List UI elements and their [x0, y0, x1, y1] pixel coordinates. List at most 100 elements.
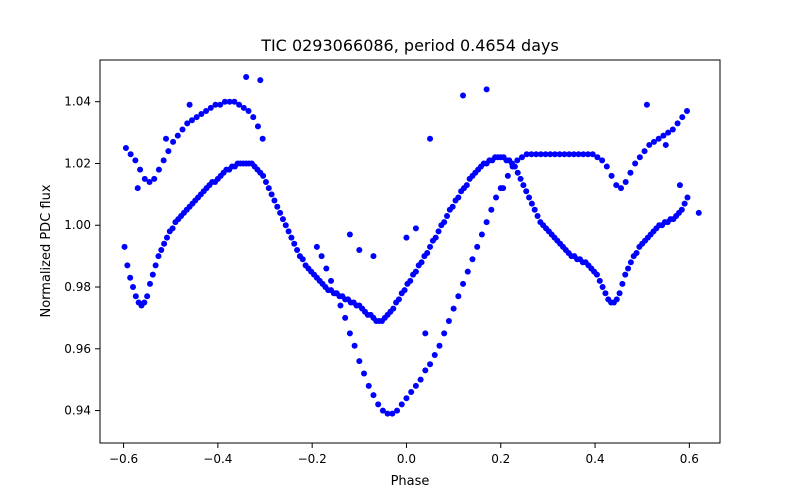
x-tick-label: 0.6 — [680, 452, 699, 466]
data-point-0-168 — [596, 277, 603, 284]
data-point-1-61 — [646, 141, 653, 148]
data-point-1-58 — [632, 160, 639, 167]
data-point-1-39 — [542, 151, 549, 158]
data-point-3-10 — [403, 234, 410, 241]
data-point-2-10 — [361, 370, 368, 377]
x-tick-label: 0.0 — [397, 452, 416, 466]
data-point-1-20 — [217, 101, 224, 108]
data-point-1-2 — [132, 157, 139, 164]
data-point-0-176 — [619, 280, 626, 287]
data-point-0-8 — [144, 293, 151, 300]
data-point-0-59 — [288, 234, 295, 241]
data-point-0-113 — [441, 219, 448, 226]
data-point-3-5 — [643, 101, 650, 108]
data-point-0-170 — [602, 290, 609, 297]
data-point-3-15 — [134, 185, 141, 192]
data-point-1-6 — [151, 175, 158, 182]
data-point-1-11 — [174, 132, 181, 139]
data-point-1-15 — [193, 114, 200, 121]
data-point-3-11 — [412, 225, 419, 232]
data-point-2-6 — [342, 314, 349, 321]
data-point-0-111 — [435, 228, 442, 235]
x-axis-label: Phase — [391, 474, 430, 489]
data-point-0-58 — [285, 228, 292, 235]
data-point-0-56 — [279, 216, 286, 223]
data-point-0-7 — [141, 299, 148, 306]
data-point-2-7 — [346, 330, 353, 337]
data-point-0-140 — [517, 175, 524, 182]
data-point-0-199 — [684, 194, 691, 201]
data-point-1-52 — [603, 163, 610, 170]
data-point-1-45 — [570, 151, 577, 158]
data-point-1-53 — [608, 172, 615, 179]
data-point-2-13 — [375, 401, 382, 408]
data-point-0-55 — [277, 209, 284, 216]
data-point-2-23 — [422, 367, 429, 374]
x-tick-label: −0.2 — [298, 452, 327, 466]
data-point-2-16 — [389, 410, 396, 417]
y-tick-label: 0.98 — [64, 280, 91, 294]
x-tick-label: 0.4 — [586, 452, 605, 466]
data-point-1-59 — [636, 154, 643, 161]
data-point-0-167 — [593, 271, 600, 278]
data-point-1-41 — [551, 151, 558, 158]
data-point-3-17 — [676, 182, 683, 189]
plot-frame — [99, 59, 721, 444]
data-point-2-15 — [384, 410, 391, 417]
data-point-0-9 — [146, 280, 153, 287]
data-point-0-103 — [412, 268, 419, 275]
data-point-0-12 — [155, 253, 162, 260]
data-point-0-17 — [169, 225, 176, 232]
data-point-1-0 — [122, 145, 129, 152]
data-point-0-179 — [627, 259, 634, 266]
y-tick-label: 1.02 — [64, 156, 91, 170]
data-point-1-65 — [665, 129, 672, 136]
data-point-0-118 — [455, 194, 462, 201]
data-point-2-25 — [431, 351, 438, 358]
data-point-2-19 — [403, 395, 410, 402]
data-point-0-121 — [463, 182, 470, 189]
points-layer — [121, 73, 702, 417]
data-point-0-50 — [262, 179, 269, 185]
data-point-0-3 — [130, 284, 136, 291]
data-point-1-49 — [589, 151, 596, 158]
data-point-1-3 — [137, 166, 144, 173]
data-point-1-51 — [599, 157, 606, 164]
data-point-1-68 — [679, 114, 686, 121]
data-point-2-32 — [464, 268, 471, 275]
data-point-0-144 — [528, 200, 535, 207]
data-point-0-63 — [299, 256, 306, 263]
data-point-0-49 — [260, 172, 267, 179]
data-point-1-35 — [523, 151, 530, 158]
data-point-1-38 — [537, 151, 544, 158]
y-axis-label: Normalized PDC flux — [39, 184, 54, 317]
data-point-0-181 — [633, 250, 640, 257]
data-point-1-5 — [146, 179, 153, 185]
data-point-0-198 — [681, 200, 688, 207]
data-point-2-18 — [398, 401, 405, 408]
y-tick-label: 1.00 — [64, 218, 91, 232]
data-point-1-43 — [561, 151, 568, 158]
data-point-1-4 — [141, 175, 148, 182]
data-point-0-11 — [152, 262, 159, 269]
data-point-1-50 — [594, 154, 601, 161]
data-point-0-105 — [418, 259, 425, 266]
data-point-2-0 — [313, 243, 320, 250]
data-point-1-27 — [250, 114, 257, 121]
data-point-0-107 — [424, 250, 431, 257]
data-point-2-21 — [412, 382, 419, 389]
data-point-0-54 — [274, 203, 281, 210]
data-point-1-55 — [617, 185, 624, 192]
data-point-1-28 — [254, 123, 261, 130]
data-point-2-33 — [469, 256, 476, 263]
data-point-1-54 — [613, 182, 620, 189]
data-point-2-12 — [370, 392, 377, 399]
data-point-0-143 — [526, 194, 533, 201]
data-point-3-7 — [427, 135, 434, 142]
data-point-2-27 — [441, 330, 448, 337]
data-point-0-52 — [268, 191, 275, 198]
data-point-1-12 — [179, 126, 186, 133]
data-point-0-61 — [294, 246, 301, 253]
data-point-1-57 — [627, 169, 634, 176]
data-point-1-46 — [575, 151, 582, 158]
